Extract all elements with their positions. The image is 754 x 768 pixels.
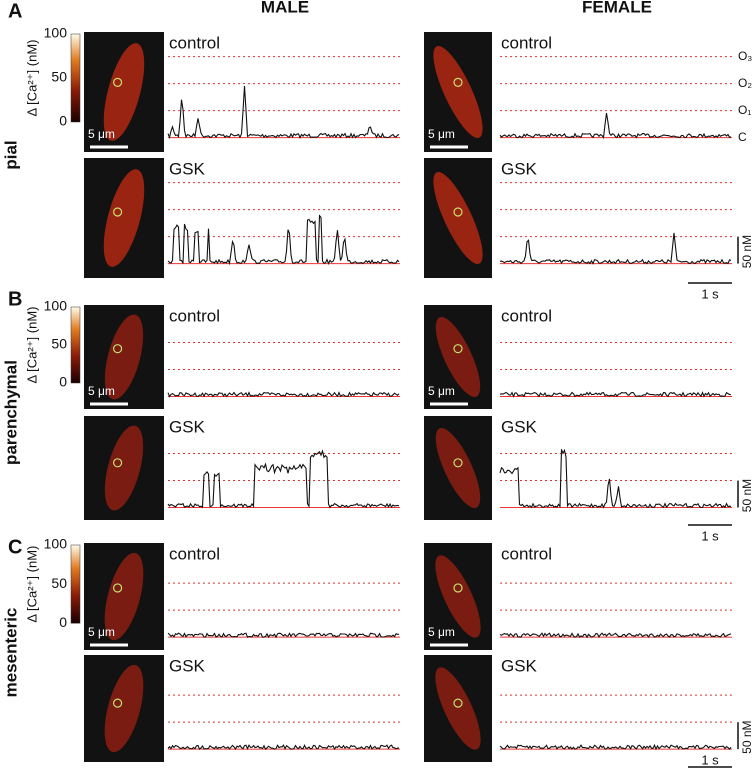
colorbar-tick-label: 0 [59,374,67,390]
level-label: C [738,130,747,144]
image-scale-label: 5 μm [88,384,115,398]
condition-label: GSK [169,656,206,675]
cell-shape [104,314,144,400]
cell-shape [435,667,481,750]
time-scale-label: 1 s [701,752,719,767]
colorbar-tick-label: 50 [51,69,67,85]
roi-marker [112,458,123,468]
colorbar-label: Δ [Ca²⁺] (nM) [24,40,39,117]
panel-letter: C [8,536,22,558]
colorbar-tick-label: 100 [44,298,68,314]
cell-shape [104,552,144,641]
roi-marker [453,583,463,593]
column-header: MALE [261,0,309,16]
cell-shape [433,45,483,139]
cell-shape [435,555,481,638]
condition-label: GSK [501,656,538,675]
panel-letter: A [8,0,22,22]
image-scale-label: 5 μm [428,625,455,639]
roi-marker [453,344,463,354]
calcium-trace [499,743,732,751]
column-header: FEMALE [582,0,652,16]
calcium-trace [167,214,400,266]
cell-shape [433,171,483,265]
colorbar-tick-label: 100 [44,25,68,41]
colorbar [70,306,81,384]
condition-label: control [169,33,220,52]
condition-label: control [501,544,552,563]
roi-marker [112,344,123,354]
amplitude-scale-label: 50 nM [740,720,754,753]
cell-shape [435,427,481,509]
calcium-trace [499,632,732,639]
roi-marker [453,77,463,88]
condition-label: GSK [169,417,206,436]
condition-label: control [169,306,220,325]
time-scale-label: 1 s [701,528,719,543]
roi-marker [453,698,463,708]
image-scale-label: 5 μm [428,384,455,398]
colorbar-tick-label: 0 [59,113,67,129]
roi-marker [112,698,123,708]
amplitude-scale-label: 50 nM [740,235,754,268]
calcium-trace [499,232,732,265]
calcium-trace [167,85,400,140]
calcium-trace [499,391,732,398]
roi-marker [112,583,123,593]
region-label: pial [1,140,20,169]
colorbar-tick-label: 50 [51,336,67,352]
roi-marker [112,207,123,217]
condition-label: control [169,544,220,563]
calcium-trace [499,448,732,509]
colorbar [70,33,81,123]
level-label: O₁ [738,103,751,117]
condition-label: GSK [501,417,538,436]
level-label: O₂ [738,76,752,90]
time-scale-label: 1 s [701,286,719,301]
image-scale-label: 5 μm [88,625,115,639]
cell-shape [103,169,145,267]
amplitude-scale-label: 50 nM [740,479,754,512]
image-scale-label: 5 μm [428,127,455,141]
colorbar [70,544,81,624]
calcium-trace [167,743,400,751]
colorbar-tick-label: 50 [51,575,67,591]
condition-label: control [501,33,552,52]
cell-shape [104,664,144,753]
cell-shape [103,43,145,141]
colorbar-label: Δ [Ca²⁺] (nM) [24,546,39,623]
region-label: mesenteric [1,608,20,698]
cell-shape [104,425,144,511]
image-scale-label: 5 μm [88,127,115,141]
calcium-trace [499,113,732,140]
roi-marker [112,77,123,88]
level-label: O₃ [738,49,752,63]
roi-marker [453,207,463,217]
colorbar-tick-label: 100 [44,536,68,552]
condition-label: GSK [501,159,538,178]
calcium-trace [167,632,399,639]
condition-label: control [501,306,552,325]
roi-marker [453,458,463,468]
cell-shape [435,316,481,398]
calcium-trace [167,391,400,398]
colorbar-label: Δ [Ca²⁺] (nM) [24,307,39,384]
calcium-trace [167,449,400,509]
panel-letter: B [8,288,22,310]
colorbar-tick-label: 0 [59,614,67,630]
condition-label: GSK [169,159,206,178]
region-label: parenchymal [1,360,20,465]
